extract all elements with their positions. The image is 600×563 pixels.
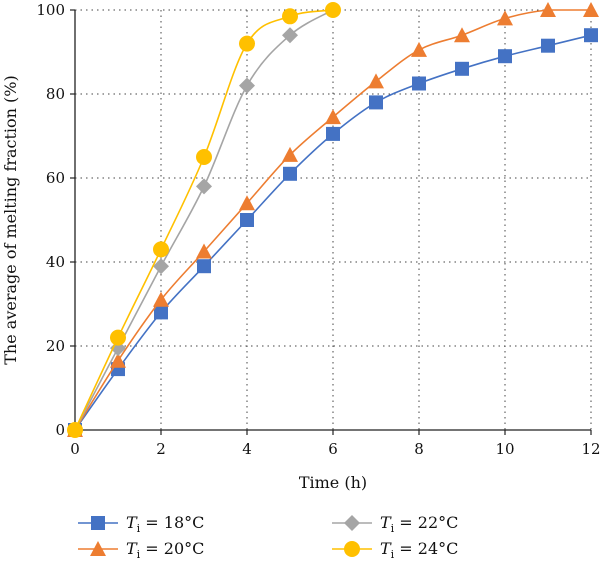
x-tick-label: 10 [495,440,514,458]
data-point [541,38,555,53]
data-point [110,352,126,368]
x-tick-label: 2 [156,440,166,458]
data-point [411,41,427,57]
data-point [584,28,598,43]
tick-labels: 0 2 4 6 8 10 12 0 20 40 60 80 100 [36,1,600,458]
data-point [153,258,169,275]
y-tick-label: 20 [46,337,65,355]
legend-marker [344,541,360,557]
data-point [325,109,341,125]
x-tick-label: 4 [242,440,252,458]
data-series [67,2,599,438]
data-point [240,213,254,227]
data-point [326,126,340,141]
data-point [110,329,126,346]
legend-entry: Ti = 24°C [332,539,458,561]
data-point [153,241,169,258]
legend-entry: Ti = 20°C [78,539,204,561]
data-point [498,49,512,64]
data-point [197,259,211,274]
data-point [454,27,470,43]
legend-entry: Ti = 18°C [78,513,204,535]
series-triangle [67,2,599,437]
data-point [282,8,298,25]
legend-entry: Ti = 22°C [332,513,458,535]
y-tick-label: 80 [46,85,65,103]
data-point [282,146,298,162]
data-point [369,95,383,110]
y-tick-label: 40 [46,253,65,271]
data-point [154,305,168,320]
data-point [239,195,255,211]
data-point [239,77,255,94]
data-point [153,291,169,307]
data-point [583,2,599,17]
data-point [196,243,212,259]
series-diamond [67,2,341,438]
data-point [283,166,297,181]
data-point [455,61,469,76]
legend-label: Ti = 20°C [126,539,204,561]
data-point [540,2,556,17]
legend-label: Ti = 24°C [380,539,458,561]
axes [70,9,592,435]
legend-marker [91,516,105,530]
data-point [368,73,384,89]
y-axis-title: The average of melting fraction (%) [1,75,20,364]
data-point [325,2,341,18]
legend: Ti = 18°C Ti = 20°C Ti = 22°C Ti = 24°C [78,513,458,561]
y-tick-label: 0 [55,421,65,439]
x-tick-label: 8 [414,440,424,458]
data-point [282,27,298,44]
x-tick-label: 6 [328,440,338,458]
y-tick-label: 100 [36,1,65,19]
series-square [68,28,598,437]
legend-marker [90,541,106,556]
grid-lines [75,9,592,430]
data-point [67,422,83,438]
data-point [412,76,426,91]
legend-marker [344,515,360,531]
legend-label: Ti = 22°C [380,513,458,535]
data-point [196,178,212,195]
x-axis-title: Time (h) [299,473,367,492]
data-point [497,10,513,26]
legend-label: Ti = 18°C [126,513,204,535]
x-tick-label: 0 [70,440,80,458]
series-circle [67,2,341,438]
data-point [239,35,255,52]
x-tick-label: 12 [581,440,600,458]
data-point [196,149,212,165]
y-tick-label: 60 [46,169,65,187]
